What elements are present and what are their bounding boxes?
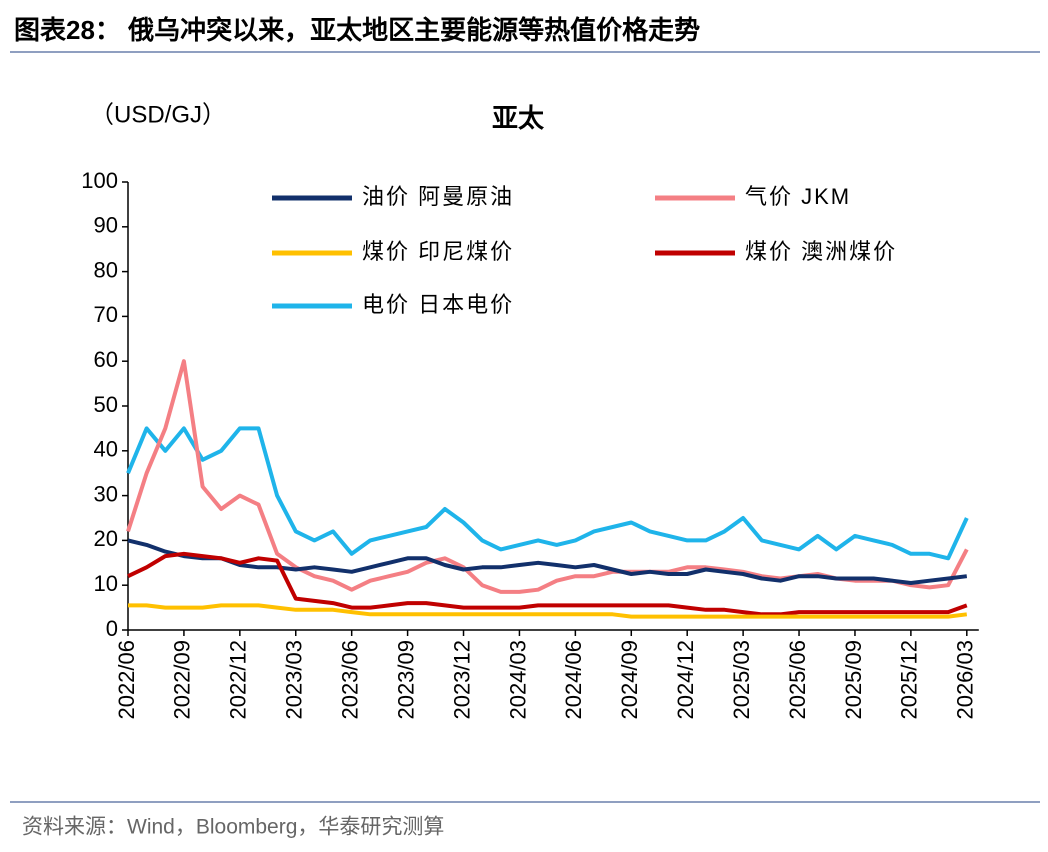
y-tick-label: 80 xyxy=(94,257,118,282)
plot: 0 10 20 30 40 50 60 70 80 90 100 2022/06 2022/09 2022… xyxy=(81,168,979,720)
x-tick-label: 2022/06 xyxy=(114,640,139,720)
series-line xyxy=(127,538,968,585)
y-tick-label: 20 xyxy=(94,526,118,551)
x-tick-label: 2024/12 xyxy=(673,640,698,720)
y-tick-label: 50 xyxy=(94,392,118,417)
series-line xyxy=(126,426,969,561)
x-tick-label: 2023/12 xyxy=(449,640,474,720)
x-tick-label: 2025/06 xyxy=(785,640,810,720)
y-tick-label: 10 xyxy=(94,571,118,596)
x-tick-label: 2025/03 xyxy=(729,640,754,720)
figure-title: 图表28： 俄乌冲突以来，亚太地区主要能源等热值价格走势 xyxy=(14,15,700,45)
x-tick-label: 2022/12 xyxy=(226,640,251,720)
x-tick-label: 2022/09 xyxy=(170,640,195,720)
legend-label: 油价 阿曼原油 xyxy=(362,184,514,209)
legend-label: 气价 JKM xyxy=(745,184,851,209)
x-tick-label: 2024/09 xyxy=(617,640,642,720)
y-tick-label: 60 xyxy=(94,347,118,372)
x-tick-label: 2026/03 xyxy=(953,640,978,720)
x-tick-label: 2024/06 xyxy=(561,640,586,720)
y-tick-label: 100 xyxy=(81,168,118,193)
legend-label: 电价 日本电价 xyxy=(362,292,514,317)
legend-label: 煤价 澳洲煤价 xyxy=(745,239,897,264)
y-axis-label: （USD/GJ） xyxy=(90,101,226,128)
y-tick-label: 30 xyxy=(94,481,118,506)
x-tick-label: 2023/09 xyxy=(393,640,418,720)
series-line xyxy=(128,603,968,619)
x-tick-label: 2023/06 xyxy=(337,640,362,720)
x-tick-label: 2025/12 xyxy=(897,640,922,720)
y-tick-label: 90 xyxy=(94,213,118,238)
y-tick-label: 40 xyxy=(94,437,118,462)
chart-title: 亚太 xyxy=(492,103,545,133)
x-tick-label: 2024/03 xyxy=(505,640,530,720)
x-tick-label: 2025/09 xyxy=(841,640,866,720)
y-tick-label: 0 xyxy=(106,616,118,641)
series-line xyxy=(126,359,969,594)
legend-label: 煤价 印尼煤价 xyxy=(362,239,514,264)
x-tick-label: 2023/03 xyxy=(282,640,307,720)
y-tick-label: 70 xyxy=(94,302,118,327)
series-line xyxy=(127,551,968,617)
source-note: 资料来源：Wind，Bloomberg，华泰研究测算 xyxy=(22,816,444,839)
